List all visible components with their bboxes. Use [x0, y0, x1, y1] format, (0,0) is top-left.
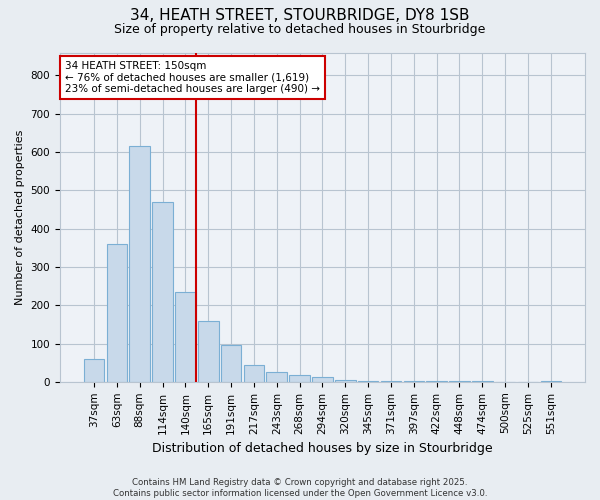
X-axis label: Distribution of detached houses by size in Stourbridge: Distribution of detached houses by size …: [152, 442, 493, 455]
Text: 34, HEATH STREET, STOURBRIDGE, DY8 1SB: 34, HEATH STREET, STOURBRIDGE, DY8 1SB: [130, 8, 470, 22]
Bar: [358, 381, 379, 382]
Bar: [289, 375, 310, 382]
Bar: [335, 380, 356, 382]
Text: 34 HEATH STREET: 150sqm
← 76% of detached houses are smaller (1,619)
23% of semi: 34 HEATH STREET: 150sqm ← 76% of detache…: [65, 60, 320, 94]
Bar: [175, 292, 196, 382]
Bar: [380, 381, 401, 382]
Bar: [152, 202, 173, 382]
Text: Contains HM Land Registry data © Crown copyright and database right 2025.
Contai: Contains HM Land Registry data © Crown c…: [113, 478, 487, 498]
Bar: [130, 146, 150, 382]
Bar: [84, 359, 104, 382]
Bar: [221, 346, 241, 382]
Bar: [244, 364, 264, 382]
Bar: [266, 372, 287, 382]
Text: Size of property relative to detached houses in Stourbridge: Size of property relative to detached ho…: [115, 22, 485, 36]
Bar: [107, 244, 127, 382]
Bar: [198, 320, 218, 382]
Bar: [312, 377, 333, 382]
Y-axis label: Number of detached properties: Number of detached properties: [15, 130, 25, 305]
